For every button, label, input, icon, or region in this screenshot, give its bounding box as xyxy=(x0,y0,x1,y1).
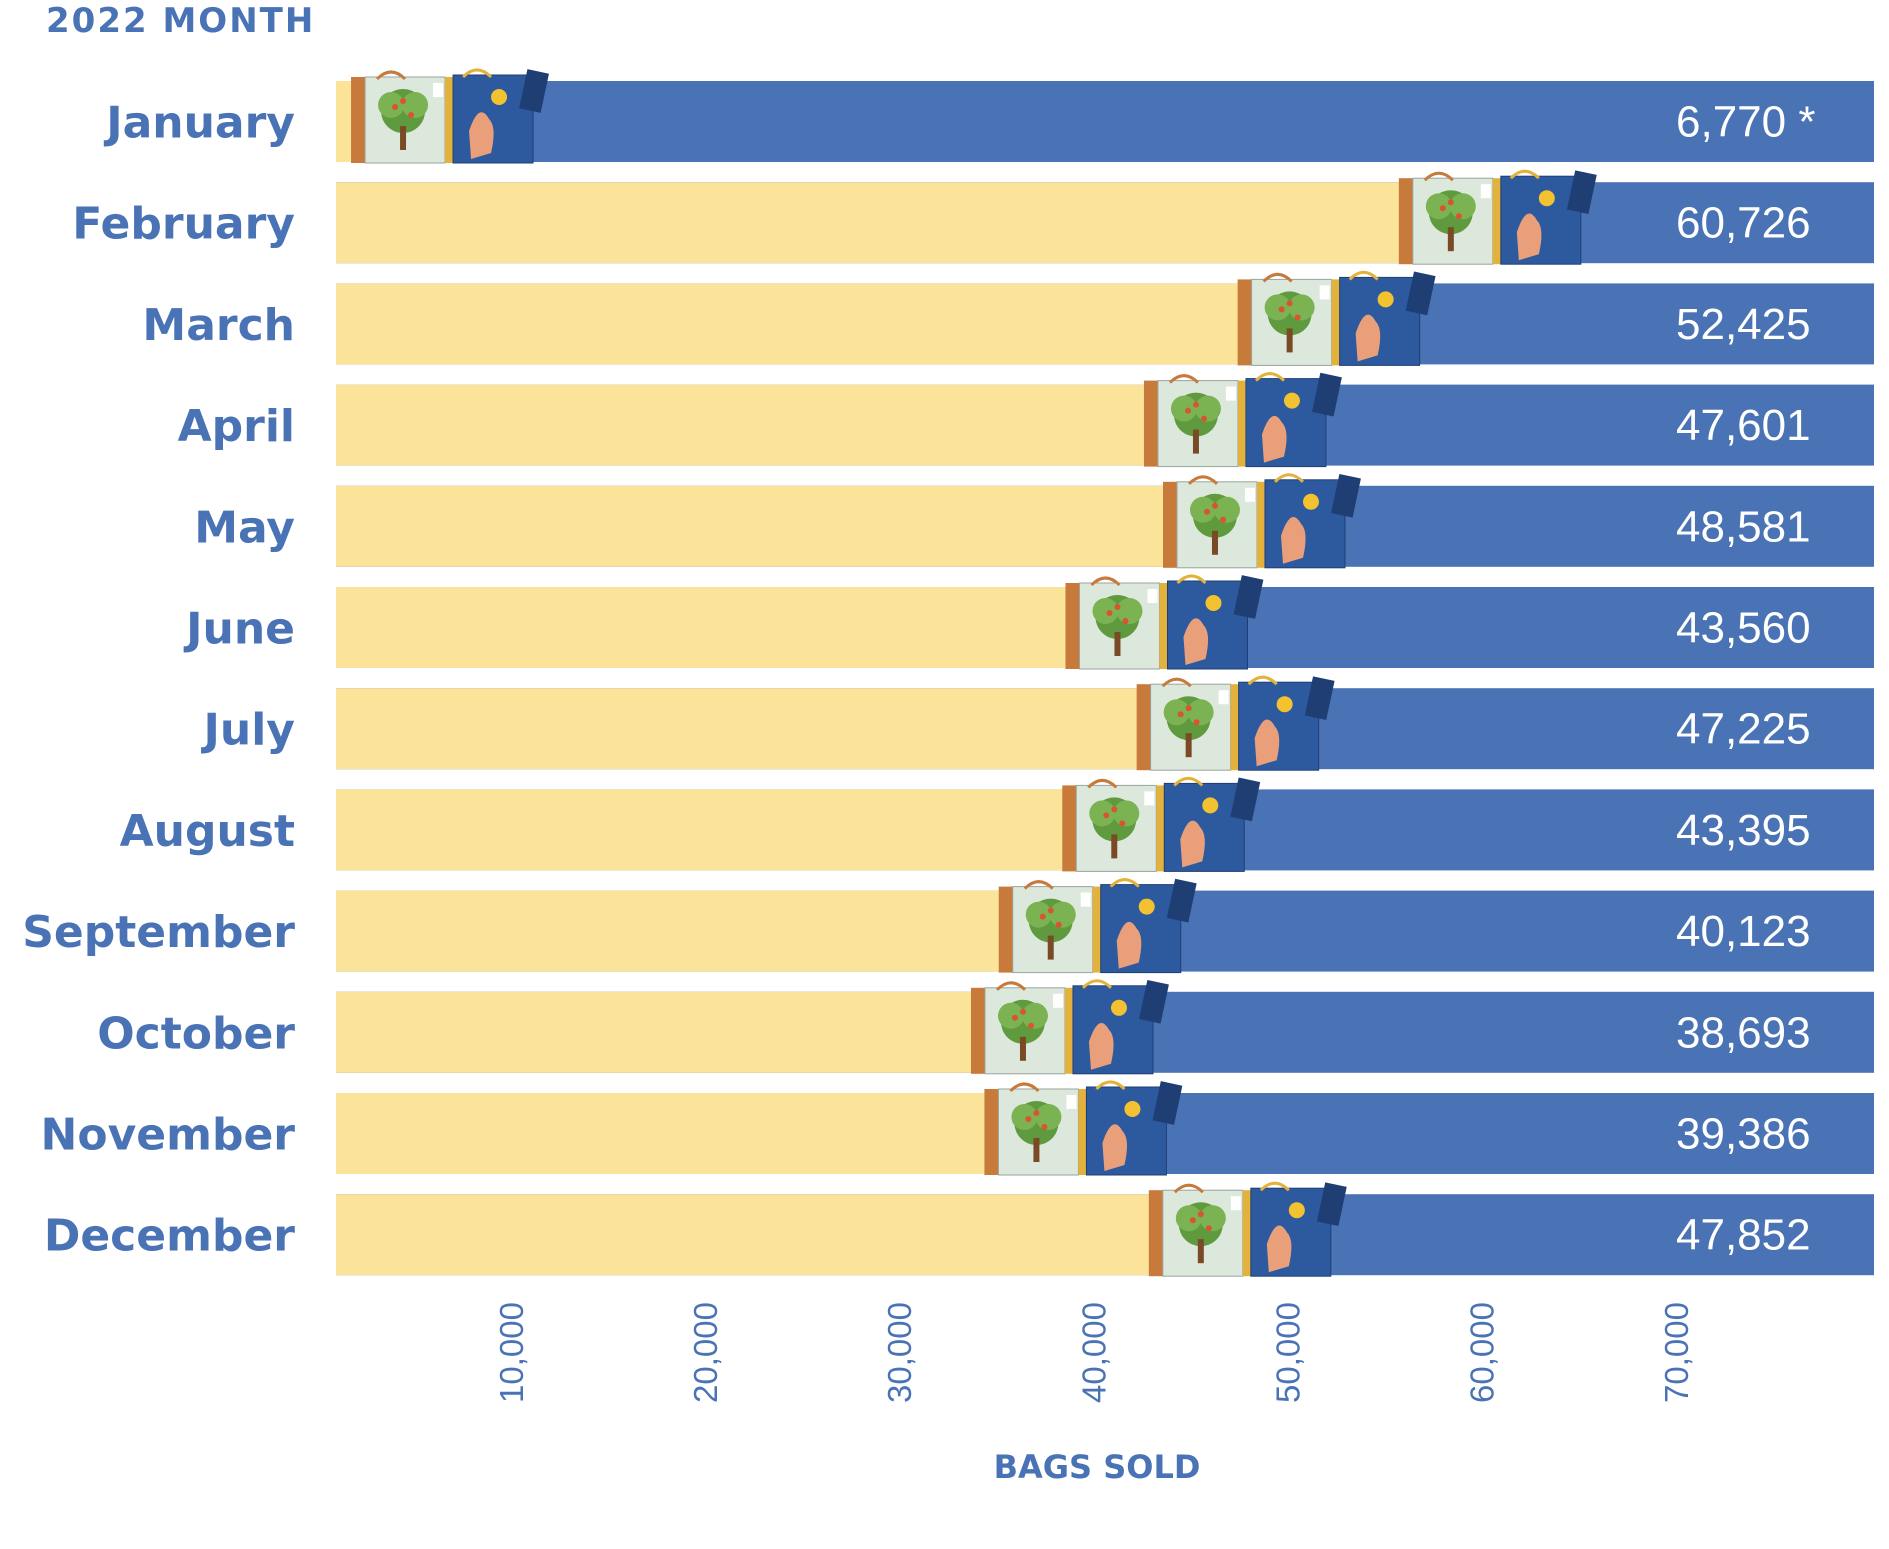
x-tick-label: 50,000 xyxy=(1270,1302,1307,1403)
month-label-december: December xyxy=(44,1211,295,1262)
bar-fill-november xyxy=(336,1093,1082,1174)
month-label-february: February xyxy=(72,199,295,250)
x-tick-label: 70,000 xyxy=(1658,1302,1695,1403)
value-label-august: 43,395 xyxy=(1676,806,1811,855)
bar-fill-december xyxy=(336,1194,1246,1276)
bar-remaining-january xyxy=(336,81,1874,162)
x-axis-title: BAGS SOLD xyxy=(994,1448,1201,1486)
tote-bags-icon xyxy=(1161,472,1363,570)
tote-bags-icon xyxy=(1236,270,1438,367)
value-label-june: 43,560 xyxy=(1676,604,1811,653)
bars-layer: 6,770 * 60,726 52,425 47,601 48,581 43,560 47,… xyxy=(336,67,1874,1278)
month-label-august: August xyxy=(120,806,295,857)
tote-bags-icon xyxy=(1060,776,1262,873)
x-axis-ticks: 10,000 20,000 30,000 40,000 50,000 60,000 70,0… xyxy=(493,1302,1695,1403)
value-label-november: 39,386 xyxy=(1676,1110,1811,1159)
tote-bags-icon xyxy=(1135,674,1337,772)
bar-fill-september xyxy=(336,890,1096,972)
month-label-april: April xyxy=(178,401,295,452)
month-label-september: September xyxy=(22,907,295,958)
x-tick-label: 20,000 xyxy=(687,1302,724,1403)
value-label-may: 48,581 xyxy=(1676,502,1811,551)
tote-bags-icon xyxy=(1063,573,1265,671)
bar-fill-february xyxy=(336,182,1496,264)
tote-bags-icon xyxy=(969,978,1171,1076)
value-label-september: 40,123 xyxy=(1676,907,1811,956)
value-label-february: 60,726 xyxy=(1676,199,1811,248)
tote-bags-icon xyxy=(349,67,551,165)
value-label-march: 52,425 xyxy=(1676,300,1811,349)
month-labels: January February March April May June July Augu… xyxy=(22,98,295,1262)
value-label-january: 6,770 * xyxy=(1676,98,1815,147)
tote-bags-icon xyxy=(982,1079,1184,1177)
value-label-april: 47,601 xyxy=(1676,401,1811,450)
value-label-july: 47,225 xyxy=(1676,705,1811,754)
month-label-may: May xyxy=(194,502,295,553)
bar-fill-october xyxy=(336,991,1068,1073)
bar-fill-may xyxy=(336,485,1260,567)
tote-bags-icon xyxy=(1147,1180,1349,1278)
month-label-october: October xyxy=(97,1008,295,1059)
x-tick-label: 40,000 xyxy=(1075,1302,1112,1403)
value-label-october: 38,693 xyxy=(1676,1008,1811,1057)
bar-fill-april xyxy=(336,384,1241,466)
bar-fill-march xyxy=(336,283,1335,365)
month-label-june: June xyxy=(183,604,295,655)
bar-fill-august xyxy=(336,789,1160,871)
x-tick-label: 10,000 xyxy=(493,1302,530,1403)
x-tick-label: 60,000 xyxy=(1464,1302,1501,1403)
month-label-march: March xyxy=(142,300,295,351)
bar-fill-july xyxy=(336,688,1234,770)
tote-bags-icon xyxy=(1397,168,1599,266)
x-tick-label: 30,000 xyxy=(881,1302,918,1403)
bar-fill-june xyxy=(336,587,1163,668)
month-label-january: January xyxy=(103,98,295,149)
y-axis-title: 2022 MONTH xyxy=(46,1,315,41)
month-label-july: July xyxy=(201,705,295,756)
value-label-december: 47,852 xyxy=(1676,1211,1811,1260)
month-label-november: November xyxy=(41,1110,296,1161)
tote-bags-icon xyxy=(997,877,1199,975)
tote-bags-icon xyxy=(1142,371,1344,469)
